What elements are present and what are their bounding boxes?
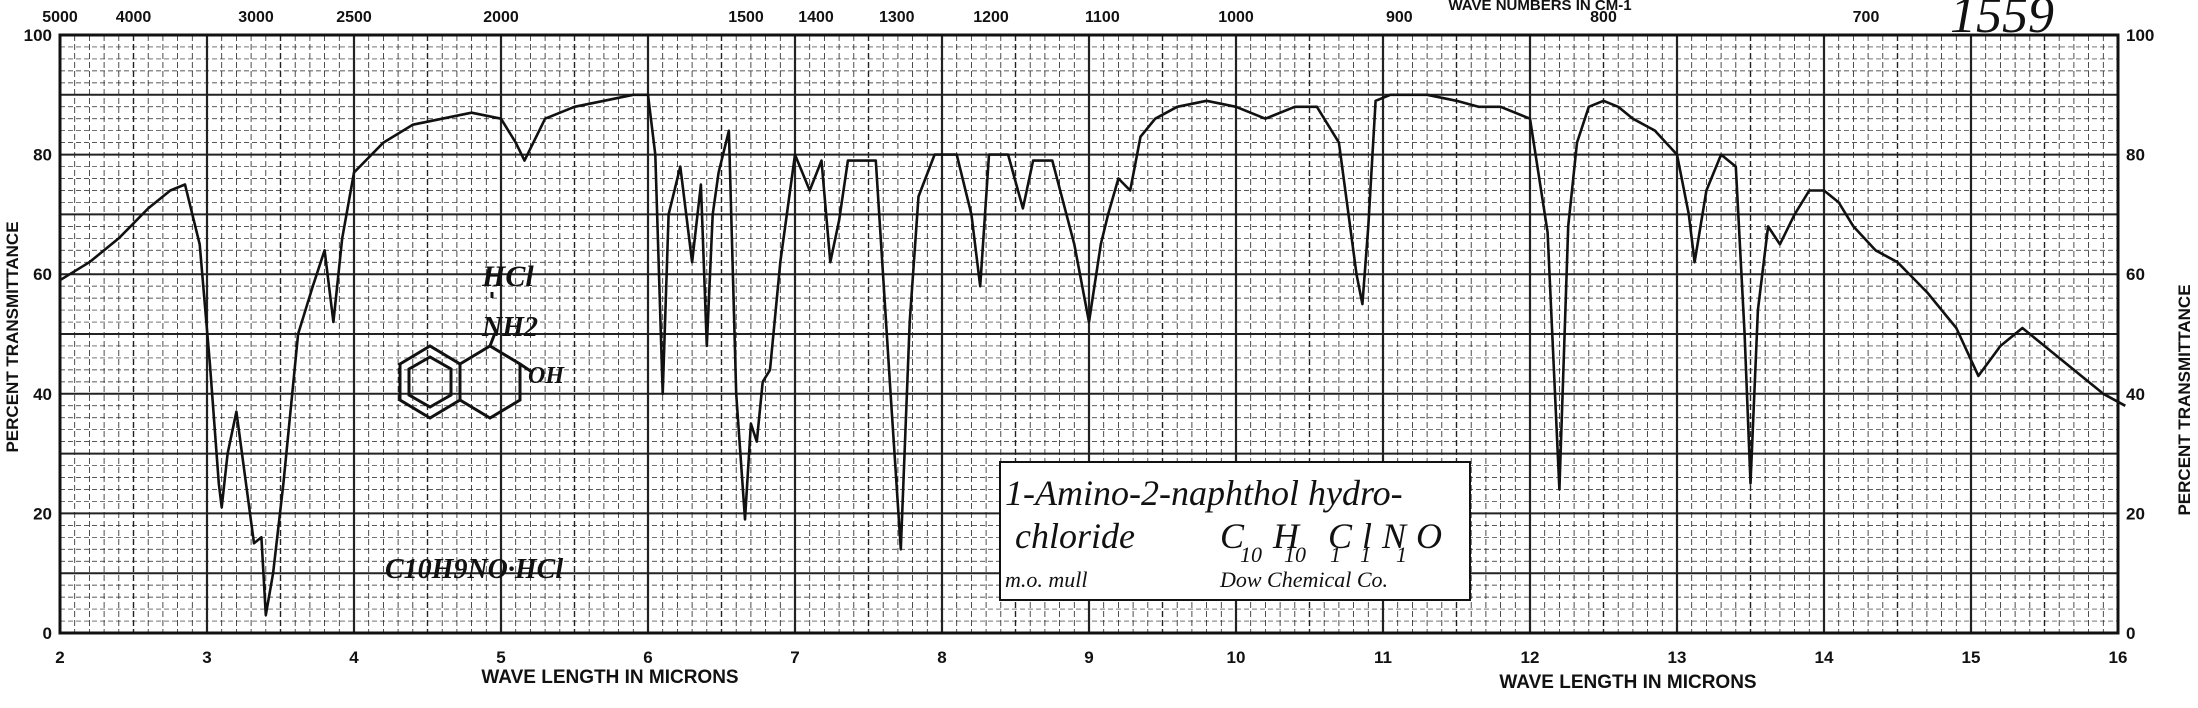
formula-subscript: 10	[1240, 542, 1262, 567]
y-tick-label-left: 80	[33, 146, 52, 165]
wavenumber-tick-label: 900	[1386, 9, 1413, 26]
oh-bond	[519, 362, 533, 374]
wavenumber-tick-label: 1400	[798, 9, 834, 26]
plot-border	[58, 33, 2120, 635]
plot-frame	[58, 33, 2120, 635]
y-tick-label-left: 20	[33, 504, 52, 523]
benzene-ring-left-inner	[407, 355, 453, 409]
wavenumber-tick-label: 4000	[116, 9, 152, 26]
y-tick-label-right: 60	[2126, 265, 2145, 284]
wavenumber-tick-label: 5000	[42, 9, 78, 26]
y-tick-label-left: 60	[33, 265, 52, 284]
compound-name-line2: chloride	[1015, 516, 1135, 556]
x-tick-label: 8	[937, 648, 946, 667]
molecular-formula: C H ClNO	[1220, 516, 1452, 556]
wavenumber-tick-label: 2000	[483, 9, 519, 26]
y-tick-label-right: 20	[2126, 504, 2145, 523]
x-tick-label: 4	[349, 648, 359, 667]
structure-hcl-label: HCl	[481, 260, 534, 293]
x-axis-label-right: WAVE LENGTH IN MICRONS	[1499, 672, 1756, 693]
structure-oh-label: OH	[528, 363, 565, 389]
wavenumber-tick-labels: 5000 4000 3000 2500 2000 1500 1400 1300 1200 1100…	[42, 9, 1879, 26]
spectrum-number: 1559	[1950, 0, 2054, 44]
structure-formula: C10H9NO·HCl	[385, 554, 563, 585]
x-tick-label: 2	[55, 648, 64, 667]
formula-subscript: 1	[1396, 542, 1407, 567]
molecule-structure	[398, 292, 533, 420]
compound-name-line1: 1-Amino-2-naphthol hydro-	[1005, 473, 1403, 513]
sample-prep: m.o. mull	[1005, 567, 1088, 592]
y-axis-label-right: PERCENT TRANSMITTANCE	[2175, 284, 2194, 515]
x-axis-label-left: WAVE LENGTH IN MICRONS	[481, 667, 738, 688]
x-tick-label: 6	[643, 648, 652, 667]
formula-subscripts: 10 10 1 1 1	[1240, 542, 1407, 567]
x-tick-label: 16	[2109, 648, 2128, 667]
formula-subscript: 1	[1360, 542, 1371, 567]
y-tick-label-right: 40	[2126, 385, 2145, 404]
y-axis-label-left: PERCENT TRANSMITTANCE	[3, 221, 22, 452]
structure-nh2-label: NH2	[481, 312, 538, 343]
y-tick-label-left: 40	[33, 385, 52, 404]
wavenumber-tick-label: 1300	[879, 9, 915, 26]
x-tick-label: 3	[202, 648, 211, 667]
x-tick-label: 11	[1374, 648, 1392, 667]
wavenumber-tick-label: 1500	[728, 9, 764, 26]
wavenumber-tick-label: 700	[1853, 9, 1880, 26]
y-tick-label-left: 100	[24, 26, 52, 45]
x-tick-label: 9	[1084, 648, 1093, 667]
nh2-bond	[488, 332, 497, 347]
wavenumber-tick-label: 3000	[238, 9, 274, 26]
formula-subscript: 1	[1330, 542, 1341, 567]
wavenumber-tick-label: 1000	[1218, 9, 1254, 26]
x-tick-label: 14	[1815, 648, 1834, 667]
y-tick-label-right: 80	[2126, 146, 2145, 165]
top-axis-label: WAVE NUMBERS IN CM-1	[1448, 0, 1631, 14]
y-tick-label-right: 0	[2126, 624, 2135, 643]
x-tick-label: 10	[1227, 648, 1246, 667]
wavenumber-tick-label: 800	[1590, 9, 1617, 26]
compound-label-box	[999, 461, 1471, 601]
y-tick-label-left: 0	[43, 624, 52, 643]
x-tick-label: 13	[1668, 648, 1687, 667]
x-tick-label: 5	[496, 648, 505, 667]
y-tick-label-right: 100	[2126, 26, 2154, 45]
y-tick-labels: 0 0 20 20 40 40 60 60 80 80 100 100	[24, 26, 2155, 643]
wavenumber-tick-label: 1200	[973, 9, 1009, 26]
spectrum-line	[59, 93, 2126, 617]
formula-subscript: 10	[1284, 542, 1306, 567]
wavenumber-tick-label: 2500	[336, 9, 372, 26]
x-tick-label: 7	[790, 648, 799, 667]
source-label: Dow Chemical Co.	[1219, 567, 1388, 592]
x-tick-label: 12	[1521, 648, 1540, 667]
wavenumber-tick-label: 1100	[1085, 9, 1120, 26]
x-tick-label: 15	[1962, 648, 1981, 667]
x-tick-labels: 2 3 4 5 6 7 8 9 10 11 12 13 14 15 16	[55, 648, 2127, 667]
